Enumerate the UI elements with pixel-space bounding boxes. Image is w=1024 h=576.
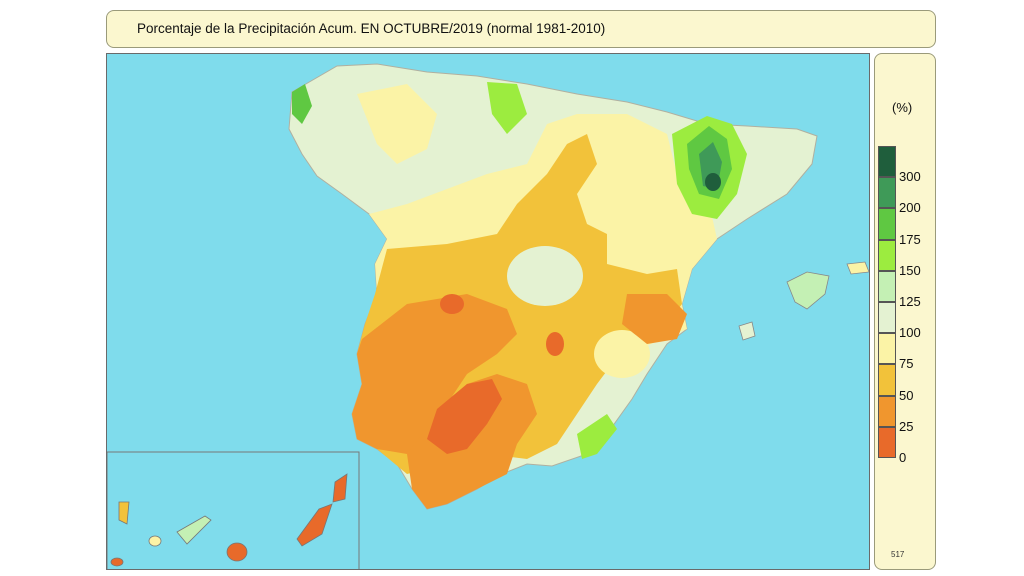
legend-label-25: 25 — [899, 418, 914, 434]
legend-unit: (%) — [892, 100, 913, 115]
title-panel: Porcentaje de la Precipitación Acum. EN … — [106, 10, 936, 48]
legend-swatch-100 — [878, 302, 896, 334]
zone-300-northeast — [705, 173, 721, 191]
zone-0-mancha — [546, 332, 564, 356]
island-mallorca — [786, 271, 830, 310]
legend-swatch-175 — [878, 208, 896, 240]
legend-swatch-300 — [878, 146, 896, 178]
island-gran-canaria — [226, 542, 248, 562]
legend-label-50: 50 — [899, 387, 914, 403]
legend-swatch-200 — [878, 177, 896, 209]
legend-label-75: 75 — [899, 356, 914, 372]
island-la-gomera — [148, 535, 162, 547]
island-ibiza — [738, 321, 756, 341]
legend-label-300: 300 — [899, 169, 921, 185]
legend-label-175: 175 — [899, 231, 921, 247]
legend-swatch-25 — [878, 395, 896, 427]
island-tenerife — [176, 515, 212, 545]
map-panel — [106, 53, 870, 570]
legend-label-125: 125 — [899, 294, 921, 309]
legend-swatch-125 — [878, 270, 896, 302]
legend-panel: (%) 300 200 175 150 125 100 75 50 25 0 517 — [874, 53, 936, 570]
legend-swatch-0 — [878, 426, 896, 458]
island-la-palma — [118, 501, 130, 525]
zone-150-northwest — [292, 84, 312, 124]
zone-25-southwest — [352, 294, 517, 454]
island-menorca — [846, 261, 869, 275]
legend-label-200: 200 — [899, 200, 921, 216]
legend-swatch-75 — [878, 333, 896, 365]
zone-125-cantabria — [487, 82, 527, 134]
legend-label-150: 150 — [899, 262, 921, 278]
legend-swatch-150 — [878, 239, 896, 271]
map-title: Porcentaje de la Precipitación Acum. EN … — [137, 21, 606, 36]
canary-inset-frame — [107, 451, 360, 569]
zone-125-southeast — [577, 414, 617, 459]
zone-75-northwest — [357, 84, 437, 164]
legend-label-100: 100 — [899, 325, 921, 341]
zone-100-madrid — [507, 246, 583, 306]
zone-0-extremadura — [440, 294, 464, 314]
legend-label-0: 0 — [899, 450, 907, 465]
precipitation-map — [107, 63, 869, 569]
legend-swatch-50 — [878, 364, 896, 396]
zone-25-east — [622, 294, 687, 344]
zone-100-levante — [594, 330, 650, 378]
island-el-hierro — [110, 557, 124, 567]
island-fuerteventura — [296, 503, 333, 547]
map-code: 517 — [891, 550, 905, 559]
zone-0-south — [427, 379, 502, 454]
island-lanzarote — [332, 473, 348, 503]
